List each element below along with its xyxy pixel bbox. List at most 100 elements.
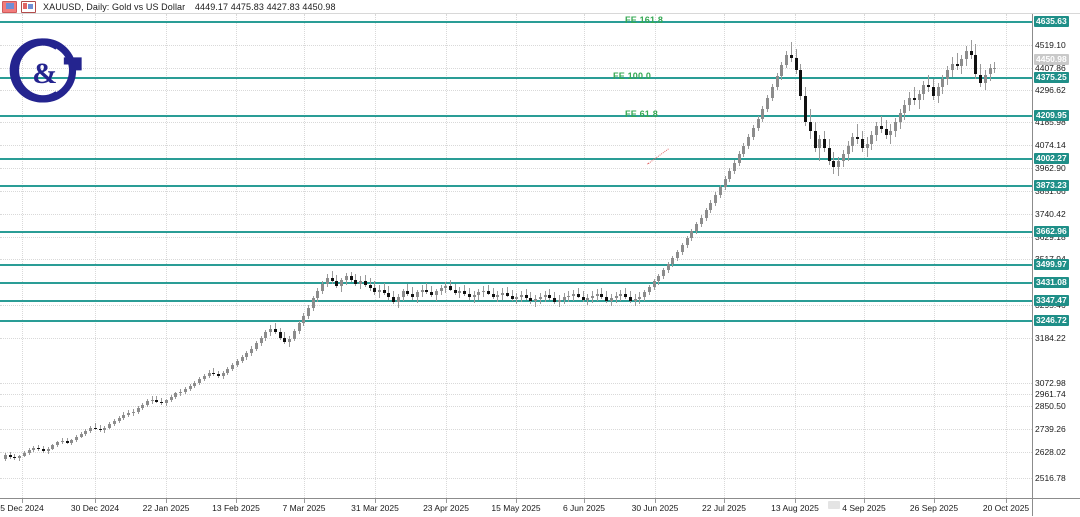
- sr-price-label[interactable]: 3347.47: [1034, 295, 1069, 306]
- candle-body: [652, 281, 656, 287]
- candle-wick: [383, 282, 385, 296]
- sr-price-label[interactable]: 3499.97: [1034, 259, 1069, 270]
- support-resistance-line[interactable]: [0, 21, 1032, 23]
- support-resistance-line[interactable]: [0, 115, 1032, 117]
- candle-body: [714, 195, 718, 203]
- candle-wick: [994, 62, 996, 73]
- candle-wick: [956, 52, 958, 71]
- gridline-vertical: [304, 14, 306, 498]
- support-resistance-line[interactable]: [0, 320, 1032, 322]
- candle-body: [117, 417, 121, 422]
- candle-body: [728, 171, 732, 180]
- candle-wick: [218, 370, 220, 378]
- support-resistance-line[interactable]: [0, 282, 1032, 284]
- candle-body: [893, 122, 897, 131]
- price-tick-label: 2628.02: [1035, 447, 1066, 457]
- candle-body: [964, 50, 968, 60]
- candle-body: [548, 295, 552, 299]
- candle-body: [709, 202, 713, 211]
- candle-body: [70, 440, 74, 443]
- scroll-indicator[interactable]: [828, 501, 840, 509]
- candle-wick: [601, 287, 603, 299]
- time-tick-label: 22 Jul 2025: [702, 503, 746, 513]
- chart-toolbar: XAUUSD, Daily: Gold vs US Dollar 4449.17…: [0, 0, 1080, 14]
- candle-body: [8, 455, 12, 457]
- price-tick-label: 3851.66: [1035, 186, 1066, 196]
- time-tick-label: 22 Jan 2025: [142, 503, 190, 513]
- candle-body: [704, 210, 708, 218]
- price-tick-label: 3740.42: [1035, 209, 1066, 219]
- candle-body: [543, 295, 547, 298]
- chart-window-icon[interactable]: [2, 0, 17, 13]
- sr-price-label[interactable]: 3873.23: [1034, 180, 1069, 191]
- support-resistance-line[interactable]: [0, 231, 1032, 233]
- time-tick-notch: [655, 499, 656, 503]
- time-axis[interactable]: 5 Dec 2024 30 Dec 2024 22 Jan 2025 13 Feb 2…: [0, 498, 1032, 517]
- support-resistance-line[interactable]: [0, 300, 1032, 302]
- candle-wick: [582, 290, 584, 303]
- sr-price-label[interactable]: 3431.08: [1034, 277, 1069, 288]
- candle-wick: [14, 453, 16, 460]
- candle-body: [789, 55, 793, 59]
- sr-price-label[interactable]: 3662.96: [1034, 226, 1069, 237]
- gridline-vertical: [446, 14, 448, 498]
- candle-body: [898, 113, 902, 123]
- support-resistance-line[interactable]: [0, 264, 1032, 266]
- candle-wick: [156, 396, 158, 403]
- candle-body: [207, 372, 211, 376]
- candle-body: [93, 427, 97, 429]
- candle-body: [439, 288, 443, 291]
- candle-wick: [468, 287, 470, 300]
- candle-body: [576, 293, 580, 297]
- candle-body: [330, 277, 334, 282]
- candle-wick: [857, 124, 859, 144]
- indicator-icon[interactable]: [21, 0, 36, 13]
- candle-body: [150, 399, 154, 402]
- candle-body: [22, 452, 26, 456]
- candle-wick: [554, 292, 556, 304]
- time-tick-notch: [934, 499, 935, 503]
- candle-body: [18, 455, 22, 459]
- candle-body: [368, 284, 372, 288]
- sr-price-label[interactable]: 4375.25: [1034, 72, 1069, 83]
- candle-body: [723, 179, 727, 188]
- time-tick-label: 31 Mar 2025: [351, 503, 399, 513]
- candle-body: [510, 295, 514, 300]
- candle-body: [903, 104, 907, 114]
- sr-price-label[interactable]: 4635.63: [1034, 16, 1069, 27]
- time-tick-notch: [22, 499, 23, 503]
- sr-price-label[interactable]: 4002.27: [1034, 153, 1069, 164]
- candle-body: [605, 297, 609, 301]
- chart-plot-area[interactable]: FE 161.8 FE 100.0 FE 61.8 &: [0, 14, 1032, 498]
- candle-body: [392, 297, 396, 302]
- support-resistance-line[interactable]: [0, 77, 1032, 79]
- support-resistance-line[interactable]: [0, 158, 1032, 160]
- candle-body: [292, 331, 296, 339]
- time-tick-label: 4 Sep 2025: [842, 503, 886, 513]
- candle-body: [562, 297, 566, 300]
- sr-price-label[interactable]: 3246.72: [1034, 315, 1069, 326]
- price-tick-label: 3962.90: [1035, 163, 1066, 173]
- candle-body: [818, 139, 822, 148]
- time-tick-notch: [166, 499, 167, 503]
- sr-price-label[interactable]: 4209.95: [1034, 110, 1069, 121]
- candle-body: [108, 424, 112, 428]
- candle-body: [775, 76, 779, 88]
- time-tick-notch: [1006, 499, 1007, 503]
- time-tick-label: 20 Oct 2025: [982, 503, 1030, 513]
- time-tick-notch: [724, 499, 725, 503]
- candle-body: [283, 338, 287, 342]
- time-tick-label: 26 Sep 2025: [909, 503, 959, 513]
- candle-wick: [928, 74, 930, 92]
- candle-body: [179, 392, 183, 394]
- candle-body: [411, 294, 415, 298]
- candle-body: [931, 87, 935, 97]
- candle-body: [524, 294, 528, 298]
- candle-body: [960, 59, 964, 66]
- time-tick-notch: [304, 499, 305, 503]
- time-tick-label: 5 Dec 2024: [0, 503, 44, 513]
- candle-wick: [913, 87, 915, 105]
- support-resistance-line[interactable]: [0, 185, 1032, 187]
- price-axis[interactable]: 4519.10 4407.86 4296.62 4185.98 4074.14 3962.…: [1032, 14, 1080, 498]
- gridline-vertical: [516, 14, 518, 498]
